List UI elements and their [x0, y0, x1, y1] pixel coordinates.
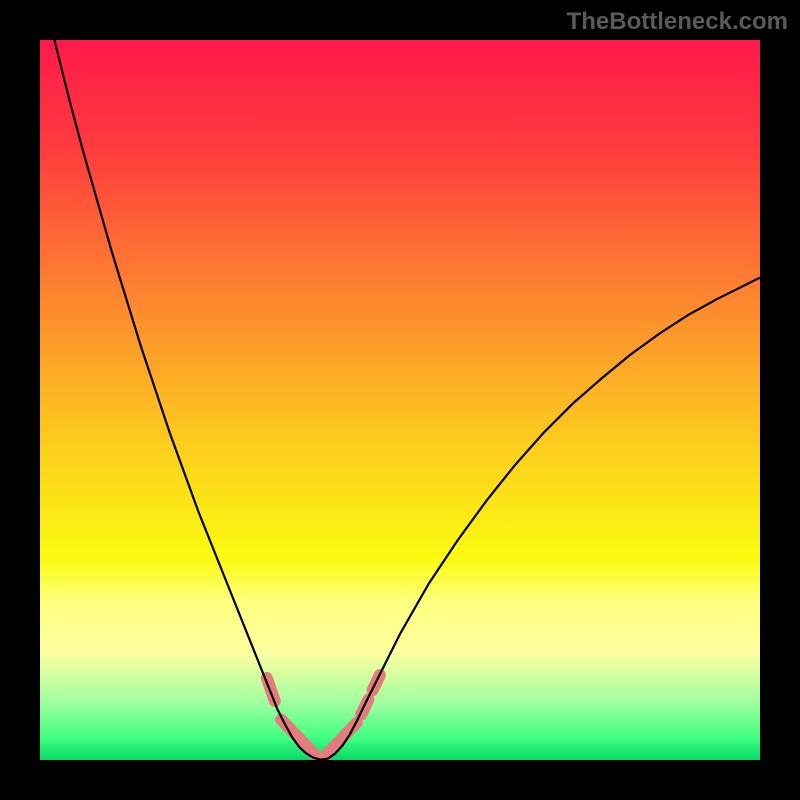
plot-gradient-bg: [40, 40, 760, 760]
watermark-text: TheBottleneck.com: [567, 8, 788, 36]
plot-area: [40, 40, 760, 760]
